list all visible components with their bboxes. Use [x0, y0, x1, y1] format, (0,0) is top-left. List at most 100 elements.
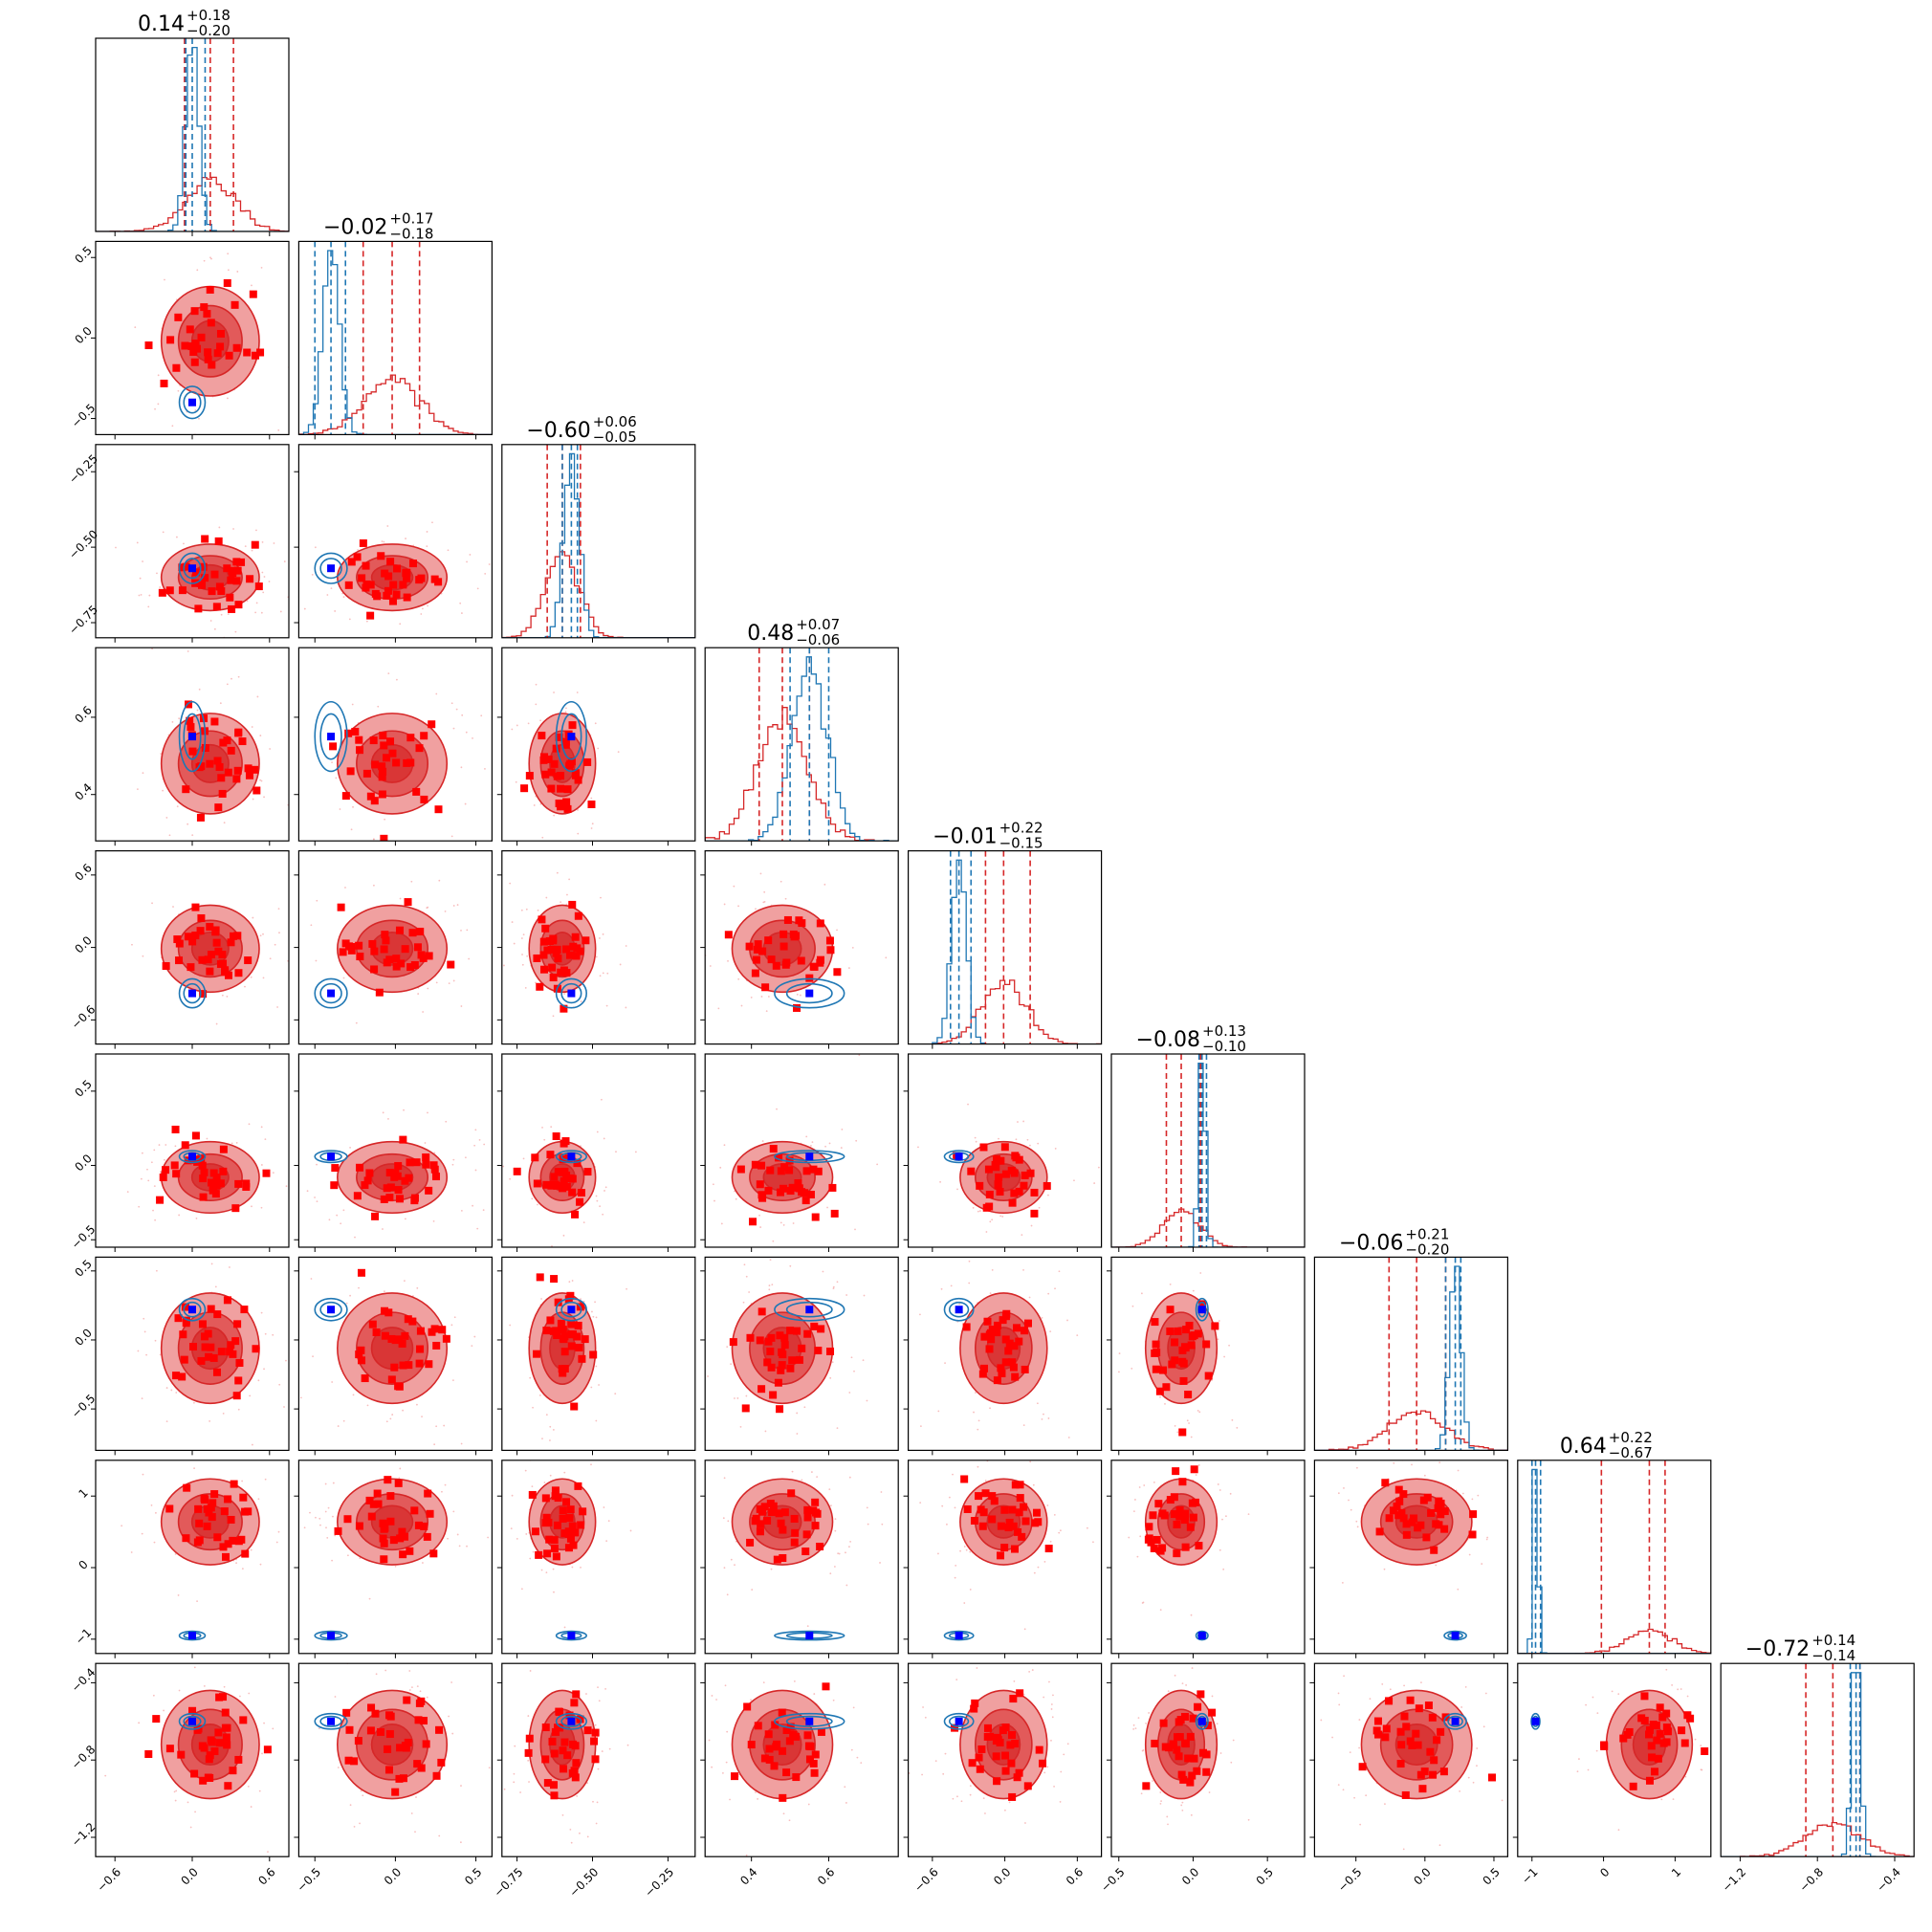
red-marker [394, 1186, 403, 1195]
red-sample-point [836, 1281, 839, 1284]
red-sample-point [335, 416, 337, 418]
red-sample-point [259, 934, 262, 937]
red-sample-point [159, 586, 162, 588]
red-marker [563, 804, 572, 813]
red-marker [210, 1747, 219, 1756]
red-sample-point [768, 1288, 771, 1291]
red-marker [215, 1693, 224, 1701]
red-sample-point [614, 1393, 617, 1395]
red-marker [572, 1690, 581, 1699]
red-marker [188, 1706, 197, 1715]
red-marker [208, 361, 216, 369]
red-sample-point [595, 1365, 598, 1368]
red-sample-point [175, 1392, 178, 1394]
red-sample-point [142, 1473, 144, 1476]
red-marker [434, 578, 443, 586]
red-marker [410, 1194, 419, 1202]
red-sample-point [1087, 1526, 1088, 1529]
red-marker [1031, 1519, 1040, 1527]
red-marker [768, 1508, 777, 1517]
contour-panel-6-5 [1107, 1256, 1306, 1456]
red-sample-point [225, 857, 227, 859]
red-marker [211, 926, 220, 934]
red-marker [574, 911, 582, 920]
red-marker [757, 1520, 765, 1528]
blue-marker [567, 1306, 576, 1314]
red-marker [979, 1143, 988, 1152]
blue-contour-inner [785, 1152, 833, 1162]
red-sample-point [272, 1727, 274, 1730]
x-tick-label: 0.0 [179, 1865, 201, 1887]
title-median: −0.60 [526, 419, 590, 443]
red-marker [191, 903, 200, 911]
red-sample-point [383, 540, 385, 543]
red-marker [997, 1551, 1005, 1560]
red-sample-point [1092, 1541, 1094, 1544]
red-sample-point [553, 1591, 555, 1593]
red-sample-point [248, 1692, 251, 1695]
red-marker [404, 1315, 412, 1324]
red-sample-point [466, 929, 469, 932]
red-sample-point [262, 591, 265, 594]
red-sample-point [590, 827, 593, 829]
title-plus: +0.22 [999, 820, 1043, 837]
red-sample-point [157, 374, 160, 377]
red-sample-point [1093, 1182, 1096, 1184]
red-marker [225, 351, 233, 360]
red-sample-point [115, 546, 117, 549]
red-sample-point [762, 1681, 765, 1684]
panel-title-1: −0.02 +0.17−0.18 [323, 209, 433, 242]
red-sample-point [998, 1137, 999, 1140]
red-marker [186, 325, 194, 334]
red-sample-point [452, 727, 455, 730]
red-marker [736, 1165, 745, 1174]
red-sample-point [566, 893, 568, 896]
red-marker [566, 759, 575, 768]
red-sample-point [1236, 1426, 1239, 1429]
red-sample-point [1013, 1680, 1016, 1682]
red-marker [756, 1336, 764, 1345]
contour-panel-6-1 [294, 1256, 496, 1456]
red-marker [378, 762, 386, 771]
red-sample-point [724, 1684, 727, 1687]
red-sample-point [226, 995, 229, 998]
y-tick-label: 0.6 [72, 861, 94, 883]
red-marker [404, 898, 412, 907]
red-sample-point [1180, 1804, 1183, 1807]
red-marker [229, 1350, 237, 1358]
red-sample-point [792, 1222, 795, 1224]
red-marker [758, 947, 767, 955]
red-sample-point [377, 705, 380, 708]
red-sample-point [241, 1480, 244, 1482]
red-sample-point [337, 1767, 340, 1768]
red-sample-point [494, 1360, 496, 1362]
red-sample-point [324, 1482, 327, 1485]
red-sample-point [1397, 1408, 1399, 1410]
blue-contour-inner [1197, 1715, 1207, 1727]
red-sample-point [1169, 1283, 1172, 1285]
red-marker [779, 1793, 787, 1802]
red-marker [362, 561, 370, 570]
red-marker [207, 1343, 215, 1351]
red-marker [399, 1135, 407, 1144]
red-sample-point [318, 1517, 321, 1520]
red-marker [547, 1181, 556, 1190]
red-sample-point [1216, 1723, 1218, 1725]
red-sample-point [1660, 1798, 1663, 1801]
red-sample-point [319, 1524, 321, 1526]
red-marker [357, 1346, 365, 1354]
red-sample-point [520, 1588, 523, 1591]
red-marker [758, 1507, 767, 1516]
red-sample-point [385, 861, 387, 863]
red-sample-point [460, 1785, 462, 1787]
red-marker [210, 717, 219, 726]
red-marker [355, 735, 363, 744]
red-sample-point [516, 724, 518, 727]
red-marker [198, 955, 207, 964]
red-marker [198, 1742, 207, 1750]
red-sample-point [807, 1803, 810, 1806]
red-sample-point [711, 1695, 714, 1697]
red-marker [401, 1532, 409, 1541]
red-sample-point [218, 526, 221, 529]
red-sample-point [311, 359, 313, 361]
